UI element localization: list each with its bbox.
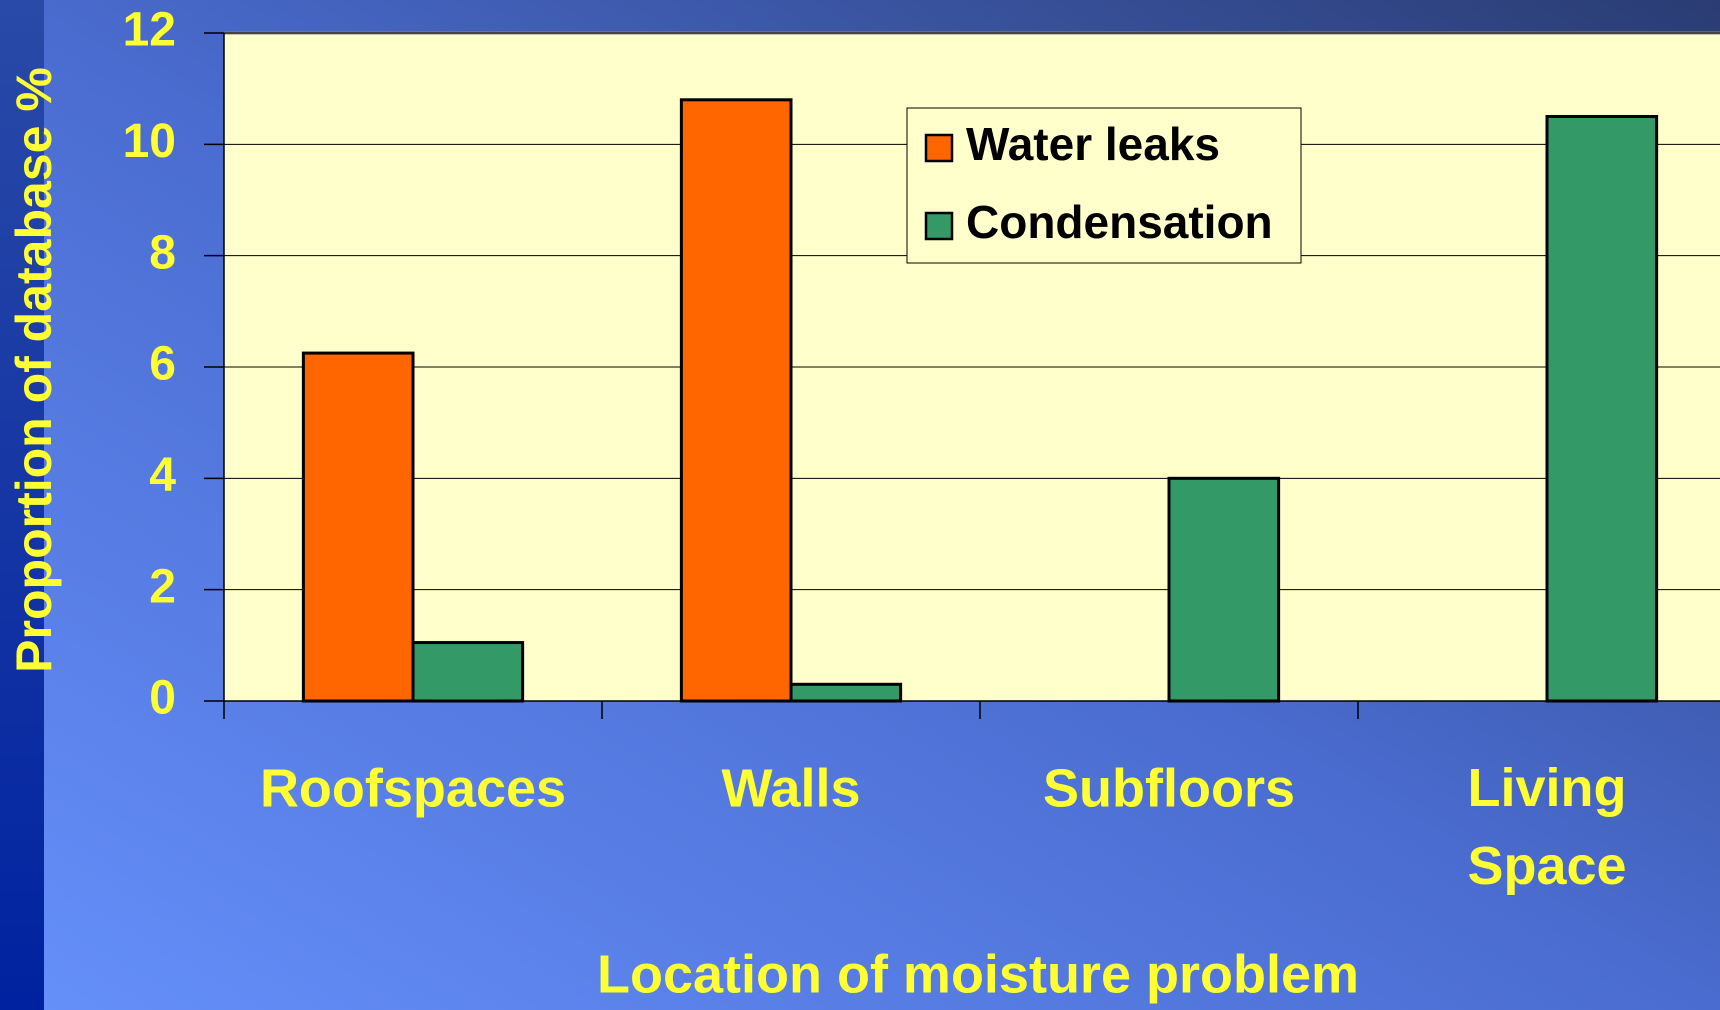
y-tick-label: 8 bbox=[149, 226, 176, 279]
side-strip bbox=[0, 0, 44, 1010]
y-tick-label: 6 bbox=[149, 338, 176, 391]
legend-label: Condensation bbox=[966, 196, 1273, 248]
y-tick-label: 2 bbox=[149, 560, 176, 613]
bar bbox=[789, 682, 903, 703]
y-axis-title: Proportion of database % bbox=[6, 67, 62, 673]
legend-label: Water leaks bbox=[966, 118, 1220, 170]
x-tick-label: Roofspaces bbox=[260, 758, 566, 818]
bar bbox=[1167, 476, 1281, 703]
y-tick-label: 10 bbox=[123, 115, 176, 168]
legend-box bbox=[906, 107, 1302, 264]
x-tick-label: Subfloors bbox=[1043, 758, 1295, 818]
y-tick-label: 4 bbox=[149, 449, 176, 502]
bar bbox=[301, 351, 415, 703]
bar bbox=[1545, 115, 1659, 703]
x-tick-label: Living Space bbox=[1467, 758, 1626, 896]
y-tick-label: 0 bbox=[149, 672, 176, 725]
x-axis-title: Location of moisture problem bbox=[597, 944, 1359, 1004]
y-tick-label: 12 bbox=[123, 4, 176, 57]
x-tick-label: Walls bbox=[721, 758, 860, 818]
bar bbox=[679, 98, 793, 703]
legend-swatch bbox=[924, 211, 954, 241]
legend-swatch bbox=[924, 133, 954, 163]
bar bbox=[411, 641, 525, 703]
